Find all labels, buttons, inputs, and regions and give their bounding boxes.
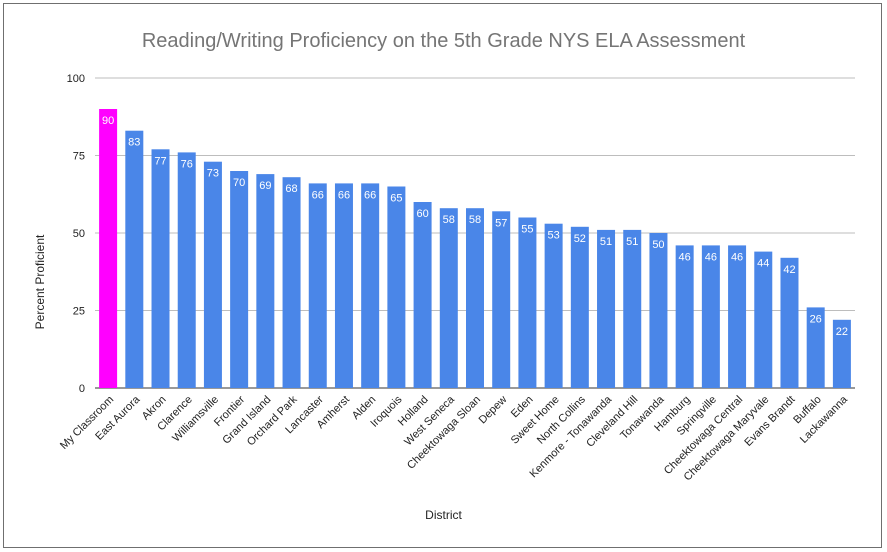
- bar: [282, 177, 301, 388]
- bar: [413, 202, 432, 388]
- bar-value-label: 83: [128, 137, 140, 149]
- bar-value-label: 26: [810, 313, 822, 325]
- bar: [230, 171, 249, 388]
- bar-value-label: 69: [259, 180, 271, 192]
- bar-value-label: 66: [312, 189, 324, 201]
- bar-value-label: 68: [285, 183, 297, 195]
- bar: [492, 211, 511, 388]
- bar: [466, 208, 484, 388]
- y-tick-label: 0: [79, 383, 85, 395]
- bar: [177, 152, 196, 388]
- bar: [728, 245, 747, 388]
- bar: [518, 217, 537, 388]
- bar-value-label: 46: [679, 251, 691, 263]
- bar: [439, 208, 458, 388]
- bar: [203, 161, 222, 388]
- bar: [623, 229, 642, 388]
- bar-value-label: 53: [547, 230, 559, 242]
- bar: [780, 257, 799, 388]
- bar-value-label: 77: [154, 155, 166, 167]
- bar: [151, 149, 170, 388]
- bar: [649, 233, 668, 388]
- y-tick-label: 75: [73, 151, 85, 163]
- bar-value-label: 65: [390, 193, 402, 205]
- bar-value-label: 50: [652, 239, 664, 251]
- bar-value-label: 66: [338, 189, 350, 201]
- bar-value-label: 46: [705, 251, 717, 263]
- bar: [806, 307, 825, 388]
- bar-value-label: 76: [181, 158, 193, 170]
- x-axis-label: District: [425, 508, 462, 522]
- bar: [308, 183, 327, 388]
- bar-value-label: 57: [495, 217, 507, 229]
- bar: [675, 245, 694, 388]
- bar-value-label: 51: [600, 236, 612, 248]
- bar-value-label: 58: [443, 214, 455, 226]
- bar: [256, 174, 275, 388]
- y-tick-label: 25: [73, 306, 85, 318]
- bar: [570, 226, 589, 388]
- bar-value-label: 73: [207, 168, 219, 180]
- bar: [597, 229, 616, 388]
- x-tick-label: Depew: [477, 394, 510, 427]
- bar-value-label: 51: [626, 236, 638, 248]
- bar: [701, 245, 720, 388]
- bar-value-label: 60: [416, 208, 428, 220]
- chart-title: Reading/Writing Proficiency on the 5th G…: [141, 30, 746, 52]
- bar-value-label: 55: [521, 224, 533, 236]
- bar: [125, 130, 144, 388]
- bar-value-label: 22: [836, 326, 848, 338]
- bar: [832, 319, 851, 388]
- bar-value-label: 70: [233, 177, 245, 189]
- bar-value-label: 66: [364, 189, 376, 201]
- bar: [334, 183, 353, 388]
- bar-value-label: 42: [783, 264, 795, 276]
- bar-value-label: 46: [731, 251, 743, 263]
- bar: [544, 223, 563, 388]
- bar: [754, 251, 773, 388]
- bar: [387, 186, 406, 388]
- bar-value-label: 52: [574, 233, 586, 245]
- bar: [361, 183, 380, 388]
- y-tick-label: 50: [73, 228, 85, 240]
- y-tick-label: 100: [67, 73, 85, 85]
- bar-value-label: 58: [469, 214, 481, 226]
- bar: [99, 109, 118, 388]
- bar-value-label: 90: [102, 115, 114, 127]
- bar-value-label: 44: [757, 258, 769, 270]
